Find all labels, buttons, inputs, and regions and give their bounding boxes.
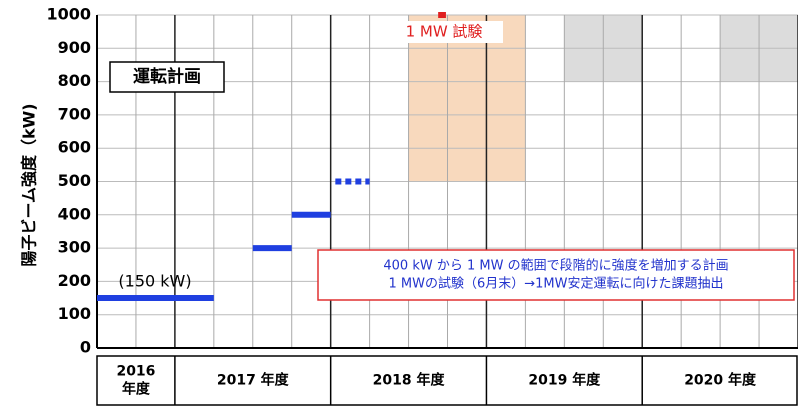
- note-box: [317, 249, 795, 301]
- y-tick-label: 1000: [46, 5, 91, 24]
- year-table: [96, 355, 798, 406]
- y-tick-label: 200: [58, 271, 91, 290]
- x-tick-label: 2019 年度: [528, 372, 601, 389]
- x-tick-label: 2017 年度: [217, 372, 290, 389]
- test-label-bg: [385, 21, 503, 43]
- y-tick-label: 300: [58, 238, 91, 257]
- y-tick-label: 100: [58, 304, 91, 323]
- y-axis-label: 陽子ビーム強度（kW): [20, 103, 39, 266]
- x-tick-label-line: 2016: [116, 364, 155, 380]
- y-tick-label: 900: [58, 38, 91, 57]
- y-tick-label: 600: [58, 138, 91, 157]
- x-tick-label-line: 年度: [122, 381, 151, 398]
- y-tick-label: 800: [58, 71, 91, 90]
- power-label: (150 kW): [118, 272, 191, 291]
- note-line: 1 MWの試験（6月末）→1MW安定運転に向けた課題抽出: [389, 276, 724, 292]
- y-tick-label: 400: [58, 204, 91, 223]
- test-label: 1 MW 試験: [406, 23, 483, 41]
- plan-label: 運転計画: [133, 66, 201, 87]
- plan-box: [109, 61, 225, 93]
- note-line: 400 kW から 1 MW の範囲で段階的に強度を増加する計画: [383, 258, 728, 274]
- y-tick-label: 500: [58, 171, 91, 190]
- x-tick-label: 2020 年度: [684, 372, 757, 389]
- x-tick-label: 2018 年度: [373, 372, 446, 389]
- x-tick-label: 2016 年度: [116, 364, 155, 398]
- y-tick-label: 0: [80, 338, 91, 357]
- y-tick-label: 700: [58, 104, 91, 123]
